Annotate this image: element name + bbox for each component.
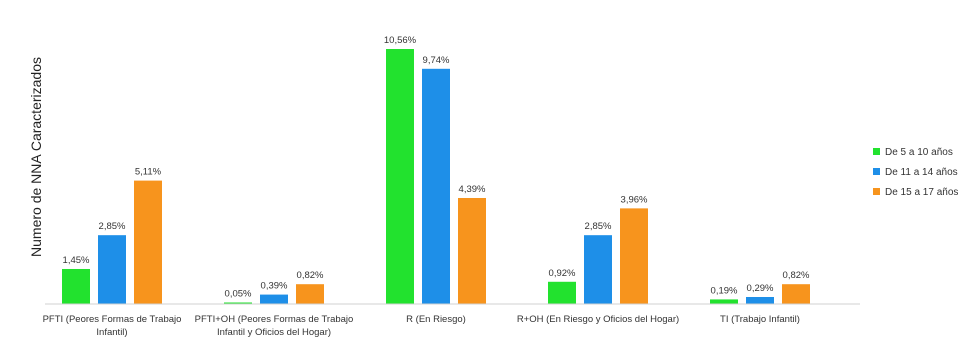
data-label-4-1: 0,29% bbox=[747, 283, 774, 294]
category-label-1-1: Infantil y Oficios del Hogar) bbox=[217, 327, 331, 338]
category-label-4-0: TI (Trabajo Infantil) bbox=[720, 314, 800, 325]
legend-swatch-0 bbox=[873, 148, 880, 155]
bar-2-1 bbox=[422, 68, 450, 304]
data-label-1-2: 0,82% bbox=[297, 270, 324, 281]
legend-swatch-1 bbox=[873, 168, 880, 175]
data-label-0-1: 2,85% bbox=[99, 221, 126, 232]
data-label-4-0: 0,19% bbox=[711, 285, 738, 296]
bar-1-0 bbox=[224, 302, 252, 304]
bar-0-2 bbox=[134, 180, 162, 304]
category-labels-group: PFTI (Peores Formas de Trabajo Infantil) P… bbox=[43, 314, 800, 338]
data-label-4-2: 0,82% bbox=[783, 270, 810, 281]
legend: De 5 a 10 años De 11 a 14 años De 15 a 17 … bbox=[873, 147, 958, 198]
data-label-3-0: 0,92% bbox=[549, 268, 576, 279]
data-label-1-0: 0,05% bbox=[225, 289, 252, 300]
data-label-2-2: 4,39% bbox=[459, 184, 486, 195]
bar-3-2 bbox=[620, 208, 648, 304]
bars-group bbox=[62, 49, 810, 304]
bar-1-1 bbox=[260, 294, 288, 304]
category-label-0-1: Infantil) bbox=[96, 327, 127, 338]
data-labels-group: 1,45% 2,85% 5,11% 0,05% 0,39% 0,82% 10,56% 9,74… bbox=[63, 35, 810, 300]
data-label-0-2: 5,11% bbox=[135, 167, 162, 178]
bar-4-1 bbox=[746, 296, 774, 304]
data-label-3-2: 3,96% bbox=[621, 194, 648, 205]
legend-swatch-2 bbox=[873, 188, 880, 195]
y-axis-title: Numero de NNA Caracterizados bbox=[28, 57, 44, 257]
bar-0-1 bbox=[98, 235, 126, 304]
category-label-1-0: PFTI+OH (Peores Formas de Trabajo bbox=[195, 314, 354, 325]
bar-3-1 bbox=[584, 235, 612, 304]
category-label-0-0: PFTI (Peores Formas de Trabajo bbox=[43, 314, 182, 325]
bar-3-0 bbox=[548, 281, 576, 304]
legend-label-2: De 15 a 17 años bbox=[885, 187, 958, 198]
bar-1-2 bbox=[296, 284, 324, 304]
data-label-1-1: 0,39% bbox=[261, 281, 288, 292]
legend-label-0: De 5 a 10 años bbox=[885, 147, 953, 158]
bar-0-0 bbox=[62, 268, 90, 304]
category-label-2-0: R (En Riesgo) bbox=[406, 314, 466, 325]
legend-label-1: De 11 a 14 años bbox=[885, 167, 958, 178]
category-label-3-0: R+OH (En Riesgo y Oficios del Hogar) bbox=[517, 314, 679, 325]
bar-2-0 bbox=[386, 49, 414, 304]
bar-4-0 bbox=[710, 299, 738, 304]
data-label-2-0: 10,56% bbox=[384, 35, 417, 46]
bar-2-2 bbox=[458, 197, 486, 304]
data-label-3-1: 2,85% bbox=[585, 221, 612, 232]
data-label-0-0: 1,45% bbox=[63, 255, 90, 266]
data-label-2-1: 9,74% bbox=[423, 55, 450, 66]
bar-4-2 bbox=[782, 284, 810, 304]
